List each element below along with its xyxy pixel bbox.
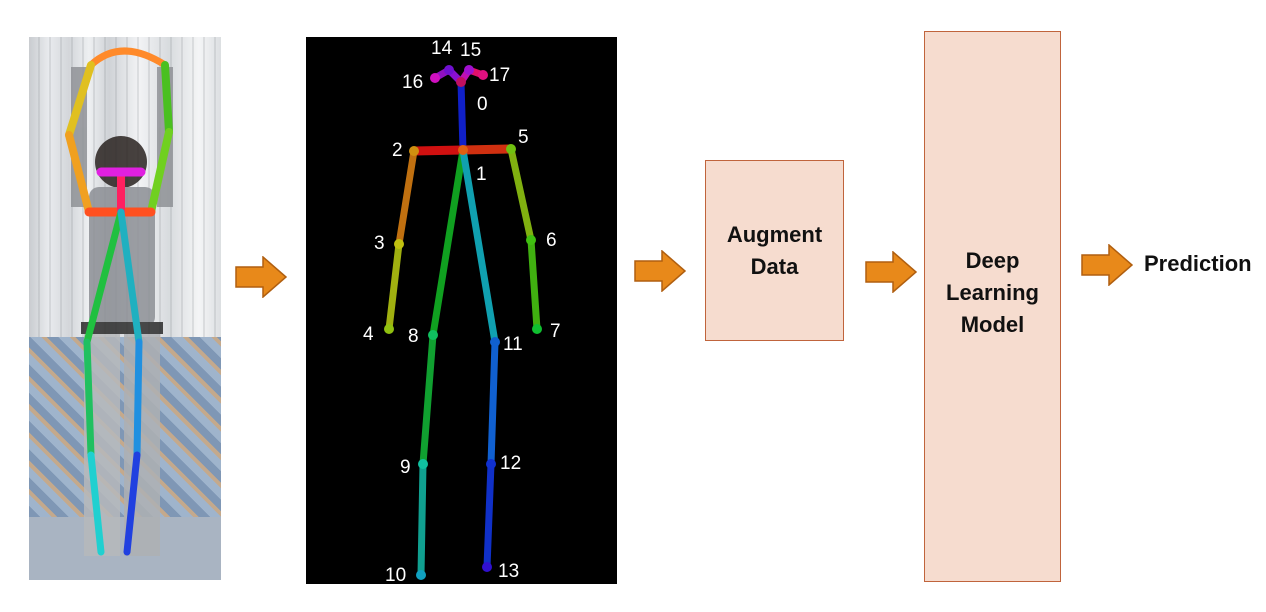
limb-1-5 [458,144,516,155]
keypoint-10 [416,570,426,580]
limb-left-torso [83,208,125,346]
keypoint-5 [506,144,516,154]
limb-right-thigh [133,338,143,459]
limb-right-upper-arm [147,128,173,216]
keypoint-label-4: 4 [363,324,374,345]
limb-3-4 [385,240,403,333]
keypoint-3 [394,239,404,249]
limb-1-8 [429,146,467,339]
keypoint-label-16: 16 [402,72,423,93]
limb-right-shin [123,451,141,556]
pose-limbs [65,47,173,556]
prediction-label: Prediction [1144,251,1252,276]
person-silhouette [71,67,173,556]
keypoint-9 [418,459,428,469]
arrow-right-icon [1081,244,1133,286]
keypoint-13 [482,562,492,572]
keypoint-label-17: 17 [489,65,510,86]
limb-left-shin [87,451,105,556]
keypoint-0 [456,77,466,87]
limb-left-forearm [65,61,95,139]
keypoint-12 [486,459,496,469]
keypoint-15 [464,65,474,75]
keypoint-label-8: 8 [408,326,419,347]
limb-6-7 [527,236,541,333]
deep-learning-model-label: Deep Learning Model [946,247,1039,337]
person-photo-with-pose [29,37,221,580]
keypoint-label-10: 10 [385,565,406,584]
keypoint-label-3: 3 [374,233,385,254]
skeleton-keypoint-diagram: 0 1 2 3 4 5 6 7 8 9 10 11 12 13 14 15 16 17 [306,37,617,584]
keypoint-4 [384,324,394,334]
keypoint-label-13: 13 [498,561,519,582]
keypoint-14 [444,65,454,75]
keypoint-label-7: 7 [550,321,561,342]
keypoint-6 [526,235,536,245]
arrow-right-icon [865,251,917,293]
arrow-right-icon [634,250,686,292]
keypoint-label-11: 11 [503,334,523,355]
keypoint-label-6: 6 [546,230,557,251]
augment-data-label: Augment Data [726,221,823,279]
limb-right-forearm [161,61,173,136]
keypoint-11 [490,337,500,347]
limb-1-11 [459,146,499,346]
limb-right-torso [117,208,143,346]
keypoint-label-9: 9 [400,457,411,478]
keypoint-label-0: 0 [477,94,488,115]
keypoint-label-14: 14 [431,38,453,59]
keypoint-label-15: 15 [460,40,481,61]
limb-11-12 [487,338,499,468]
limb-left-thigh [83,338,95,459]
keypoint-label-2: 2 [392,140,403,161]
limb-9-10 [417,460,427,579]
keypoint-1 [458,145,468,155]
keypoint-16 [430,73,440,83]
keypoint-2 [409,146,419,156]
hands-arc [87,47,169,69]
keypoint-label-12: 12 [500,453,521,474]
keypoint-7 [532,324,542,334]
deep-learning-model-box: Deep Learning Model [924,31,1061,582]
limb-left-upper-arm [65,131,93,216]
limb-2-3 [395,147,418,248]
augment-data-box: Augment Data [705,160,844,341]
arrow-right-icon [235,256,287,298]
limb-12-13 [483,460,495,571]
limb-1-2 [409,145,468,156]
keypoint-label-1: 1 [476,164,487,185]
keypoint-17 [478,70,488,80]
pose-overlay [65,47,173,556]
keypoint-label-5: 5 [518,127,529,148]
limb-1-0 [457,78,467,154]
limb-8-9 [419,331,437,468]
keypoint-8 [428,330,438,340]
limb-5-6 [507,145,535,244]
